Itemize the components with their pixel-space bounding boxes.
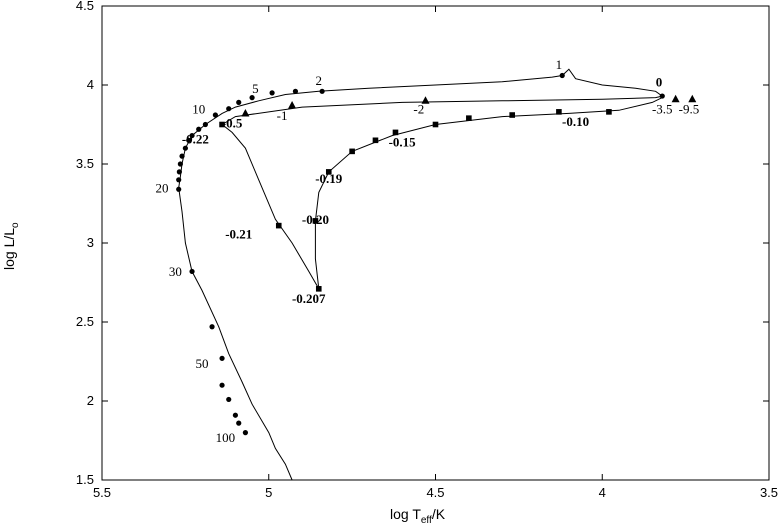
square-marker-9 [466,115,472,121]
x-axis-label-tail: /K [432,506,446,522]
y-tick-label-2: 2.5 [76,314,94,329]
square-marker-7 [392,129,399,136]
circle-marker-21 [249,95,255,101]
square-marker-4 [325,169,332,175]
circle-marker-23 [292,88,299,94]
curves-layer [178,68,664,481]
y-axis-label: log L/Lo [1,222,21,270]
circle-marker-19 [226,106,232,112]
circle-marker-3 [226,396,232,403]
circle-marker-25 [559,72,565,79]
circle-marker-13 [182,145,188,151]
square-marker-3 [312,218,319,224]
circle-marker-20 [236,99,242,105]
circle-marker-24 [319,88,325,94]
square-marker-1 [275,222,282,229]
annotation-13: -0.5 [222,116,243,131]
annotation-6: 50 [196,356,209,371]
x-tick-label-3: 4 [599,485,606,500]
square-marker-5 [349,148,355,155]
x-axis-label-main: log T [390,506,421,522]
markers-layer [176,72,697,436]
annotation-11: -3.5 [652,101,673,116]
square-marker-8 [432,121,439,128]
y-tick-label-4: 3.5 [76,156,94,171]
y-tick-label-5: 4 [87,77,94,92]
triangle-marker-3 [671,94,680,103]
circle-marker-22 [269,90,275,96]
circle-marker-12 [179,153,185,159]
y-axis-label-sub: o [10,222,21,228]
circle-marker-17 [202,121,208,128]
y-tick-label-3: 3 [87,235,94,250]
square-marker-12 [606,109,612,115]
annotation-9: -1 [277,108,288,123]
y-tick-label-0: 1.5 [76,472,94,487]
ticks-layer: 5.5 5 4.5 4 3.5 1.5 2 2.5 3 3.5 4 4.5 [76,0,778,500]
annotation-2: 5 [252,81,259,96]
circle-marker-4 [219,382,225,388]
annotation-12: -9.5 [679,101,700,116]
circle-marker-26 [659,93,665,99]
x-axis-label-sub: eff [421,515,432,526]
triangle-marker-2 [421,96,430,104]
square-marker-10 [509,112,516,118]
circle-marker-10 [176,169,182,175]
triangle-marker-0 [241,108,250,117]
annotation-4: 20 [156,180,169,195]
annotation-10: -2 [413,101,424,116]
annotation-14: -0.22 [182,131,209,146]
circle-marker-0 [242,430,249,436]
annotation-15: -0.21 [225,226,252,241]
x-tick-label-0: 5.5 [93,485,111,500]
annotation-3: 10 [192,101,205,116]
circle-marker-6 [209,324,215,330]
circle-marker-16 [196,126,202,132]
square-marker-2 [315,286,322,292]
x-tick-label-1: 5 [265,485,272,500]
circle-marker-2 [232,412,238,418]
y-tick-label-1: 2 [87,393,94,408]
triangle-marker-1 [288,101,297,109]
circle-marker-15 [189,132,195,139]
annotation-0: 1 [556,57,563,72]
track-curve-main-track [178,68,664,481]
annotation-17: -0.207 [292,291,326,306]
x-tick-label-4: 3.5 [760,485,778,500]
square-marker-0 [219,121,225,128]
annotation-16: -0.20 [302,212,329,227]
annotation-18: -0.19 [315,171,343,186]
annotations-layer: 1 2 5 10 20 30 50 100 0 -1 -2 -3.5 -9.5 -0.5 -0.22 -0.2… [156,57,700,445]
circle-marker-1 [236,420,242,426]
y-axis-label-main: log L/L [1,228,17,270]
triangle-marker-4 [688,94,697,103]
annotation-1: 2 [316,73,323,88]
x-axis-label: log Teff/K [390,506,446,526]
circle-marker-9 [176,177,182,183]
circle-marker-14 [186,137,192,143]
circle-marker-7 [189,268,195,275]
plot-frame [101,5,770,481]
square-marker-11 [556,109,562,115]
annotation-7: 100 [216,430,236,445]
circle-marker-18 [212,112,218,118]
annotation-8: 0 [656,75,663,90]
annotation-5: 30 [169,264,182,279]
circle-marker-8 [176,186,182,192]
annotation-19: -0.15 [389,135,417,150]
circle-marker-11 [177,161,183,167]
annotation-20: -0.10 [562,114,589,129]
x-tick-label-2: 4.5 [426,485,444,500]
square-marker-6 [372,137,379,144]
circle-marker-5 [219,355,225,361]
y-tick-label-6: 4.5 [76,0,94,13]
